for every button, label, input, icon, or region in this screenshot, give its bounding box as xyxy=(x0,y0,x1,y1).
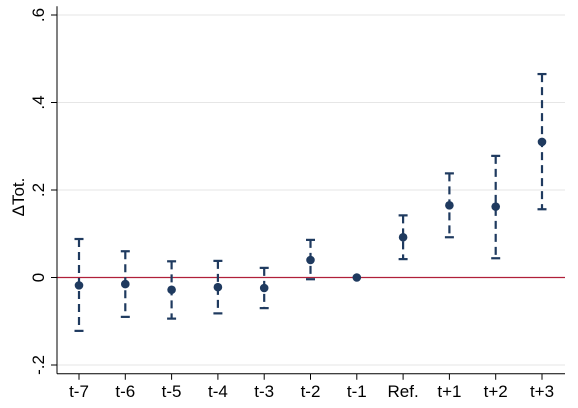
x-tick-label: t+2 xyxy=(484,382,508,401)
y-tick-label: .2 xyxy=(29,183,48,197)
x-tick-label: t-1 xyxy=(347,382,367,401)
x-tick-label: t-7 xyxy=(69,382,89,401)
x-tick-label: t-6 xyxy=(115,382,135,401)
x-tick-label: t-3 xyxy=(254,382,274,401)
point-estimate xyxy=(445,201,454,210)
x-tick-label: t-4 xyxy=(208,382,228,401)
gridlines xyxy=(57,14,565,366)
point-estimate xyxy=(306,255,315,265)
x-tick-label: t-2 xyxy=(301,382,321,401)
point-estimate xyxy=(491,202,501,211)
x-tick-label: t+1 xyxy=(437,382,461,401)
point-estimate xyxy=(213,282,223,292)
point-estimate xyxy=(167,285,176,295)
point-estimate xyxy=(537,137,547,147)
x-tick-label: t+3 xyxy=(530,382,554,401)
point-estimate xyxy=(259,283,269,293)
point-estimate xyxy=(398,232,408,242)
point-estimate xyxy=(121,279,130,289)
y-tick-label: -.2 xyxy=(29,355,48,375)
x-tick-label: t-5 xyxy=(162,382,182,401)
y-tick-label: 0 xyxy=(29,273,48,282)
y-tick-label: .4 xyxy=(29,95,48,109)
error-bars xyxy=(74,72,547,332)
y-axis-title: ΔTot. xyxy=(9,178,28,217)
tick-labels: -.2 0 .2 .4 .6 t-7 t-6 t-5 t-4 t-3 t-2 t-1 Ref. t+1 t+… xyxy=(29,8,554,401)
point-estimates xyxy=(74,137,547,295)
point-estimate xyxy=(74,281,84,290)
x-tick-label: Ref. xyxy=(388,382,419,401)
point-estimate xyxy=(352,273,362,282)
y-tick-label: .6 xyxy=(29,8,48,22)
axes xyxy=(51,6,565,380)
